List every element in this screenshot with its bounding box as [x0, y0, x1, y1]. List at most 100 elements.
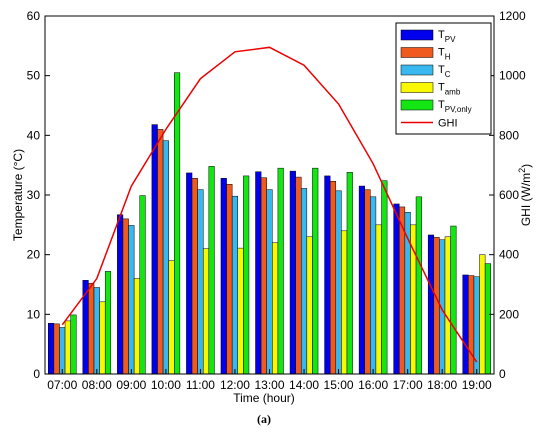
x-tick-label-0700: 07:00 [47, 378, 77, 392]
legend-label-main: T [438, 29, 445, 41]
right-tick-label-1200: 1200 [499, 9, 526, 23]
bar-t-pv-1700 [393, 203, 400, 375]
bar-t-h-1300 [260, 177, 267, 375]
bar-t-h-1000 [157, 129, 164, 375]
bar-t-pv-only-0700 [70, 314, 77, 375]
bar-t-h-1200 [226, 184, 233, 375]
x-tick-label-1500: 15:00 [324, 378, 354, 392]
bar-t-c-1300 [266, 189, 273, 375]
x-axis-label: Time (hour) [233, 391, 295, 405]
bar-t-amb-1900 [479, 254, 486, 375]
legend-label-t-c: TC [438, 64, 451, 79]
bar-t-pv-1100 [186, 172, 193, 375]
right-axis-ticks: 0 200 400 600 800 1000 1200 [489, 9, 526, 381]
x-tick-label-0800: 08:00 [82, 378, 112, 392]
bar-t-amb-1300 [272, 242, 279, 375]
bar-t-c-1400 [300, 188, 308, 375]
legend-label-sub: PV [445, 35, 456, 44]
bar-t-pv-0700 [48, 323, 55, 375]
legend-label-ghi: GHI [438, 118, 458, 130]
bar-t-c-1200 [231, 195, 239, 375]
bar-t-amb-1500 [341, 230, 348, 375]
ghi-line-layer [61, 46, 478, 363]
x-tick-label-1400: 14:00 [289, 378, 319, 392]
legend-box [395, 22, 492, 135]
legend-label-main: T [438, 99, 445, 111]
right-tick-label-400: 400 [499, 248, 519, 262]
left-tick-label-50: 50 [27, 69, 41, 83]
bar-layer [48, 72, 491, 375]
bar-t-c-0900 [128, 225, 135, 375]
left-axis-label: Temperature (°C) [11, 149, 25, 241]
right-tick-label-200: 200 [499, 307, 519, 321]
bar-t-c-0800 [93, 287, 100, 375]
bar-t-amb-0900 [133, 278, 140, 375]
bar-t-amb-0700 [64, 320, 71, 375]
left-tick-label-10: 10 [27, 307, 41, 321]
bar-t-h-1500 [329, 181, 337, 375]
left-tick-label-30: 30 [27, 188, 41, 202]
legend-swatch-t-amb [400, 82, 434, 93]
bar-t-pv-only-1800 [450, 225, 457, 375]
bar-t-pv-0900 [117, 214, 124, 375]
bar-t-pv-only-0900 [139, 195, 146, 375]
x-tick-label-1600: 16:00 [358, 378, 388, 392]
bar-t-pv-only-1500 [346, 172, 353, 375]
legend-swatch-t-pv-only [400, 99, 434, 111]
right-tick-label-0: 0 [499, 367, 506, 381]
bar-t-amb-0800 [99, 301, 106, 375]
bar-t-pv-1900 [462, 274, 469, 375]
x-axis-ticks: 07:00 08:00 09:00 10:00 11:00 12:00 13:00 14:00… [47, 369, 492, 392]
bar-t-pv-only-1100 [208, 166, 215, 375]
legend-label-main: T [438, 64, 445, 76]
bar-t-h-1100 [191, 178, 198, 375]
left-axis-ticks: 0 10 20 30 40 50 60 [27, 9, 50, 381]
ghi-line [61, 46, 478, 363]
right-tick-label-600: 600 [499, 188, 519, 202]
legend-label-main: T [438, 82, 445, 94]
legend-label-sub: H [445, 53, 451, 62]
x-tick-label-0900: 09:00 [116, 378, 146, 392]
bar-t-pv-1400 [289, 170, 296, 375]
right-tick-label-1000: 1000 [499, 69, 526, 83]
left-tick-label-60: 60 [27, 9, 41, 23]
legend-label-t-pv-only: TPV,only [438, 99, 472, 114]
bar-t-amb-1800 [444, 236, 451, 375]
bar-t-h-1600 [364, 189, 371, 375]
bar-t-pv-only-0800 [104, 271, 112, 375]
bar-t-h-0800 [88, 283, 95, 375]
right-axis-label-main: GHI (W/m [519, 173, 533, 226]
bar-t-c-1500 [335, 190, 342, 375]
x-tick-label-1300: 13:00 [254, 378, 284, 392]
right-axis-label: GHI (W/m2) [517, 164, 533, 226]
bar-t-amb-1000 [168, 260, 175, 375]
bar-t-c-0700 [59, 327, 66, 375]
bar-t-pv-only-1300 [277, 167, 284, 375]
legend-label-sub: PV,only [445, 105, 472, 114]
legend-label-sub: C [445, 70, 451, 79]
x-tick-label-1800: 18:00 [427, 378, 457, 392]
x-tick-label-1100: 11:00 [186, 378, 215, 392]
bar-t-amb-1100 [202, 248, 210, 375]
figure-caption: (a) [257, 412, 271, 426]
right-axis-label-sup: 2 [517, 168, 527, 173]
bar-t-h-0900 [122, 218, 129, 375]
bar-t-h-1900 [468, 275, 475, 375]
bar-t-amb-1400 [306, 236, 313, 375]
legend-swatch-t-h [400, 47, 434, 58]
bar-t-h-1800 [433, 237, 440, 375]
legend-swatch-t-c [400, 64, 434, 76]
bar-t-c-1000 [162, 140, 169, 375]
bar-t-pv-1000 [151, 124, 158, 375]
bar-t-h-1400 [295, 176, 302, 375]
bar-t-pv-1200 [220, 178, 227, 375]
x-tick-label-1200: 12:00 [220, 378, 250, 392]
bar-t-pv-only-1600 [381, 180, 388, 375]
bar-t-amb-1200 [237, 247, 244, 375]
legend-label-t-amb: Tamb [438, 82, 461, 97]
left-tick-label-20: 20 [27, 248, 41, 262]
bar-t-c-1100 [197, 189, 204, 375]
